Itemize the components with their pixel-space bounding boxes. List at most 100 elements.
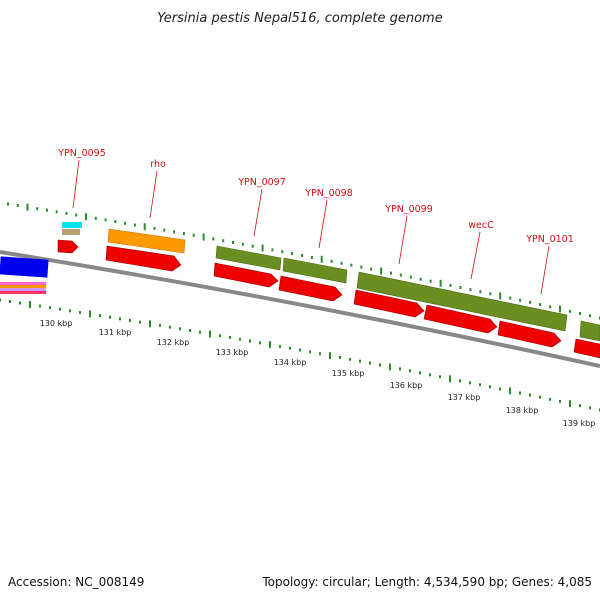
gene-label-wecc-group: wecC [468, 220, 494, 280]
minor-tick [579, 312, 581, 315]
minor-tick [199, 330, 201, 334]
minor-tick [360, 265, 363, 269]
minor-tick [379, 363, 381, 367]
minor-tick [59, 307, 61, 311]
minor-tick [9, 300, 11, 303]
minor-tick [7, 202, 9, 206]
major-tick [269, 341, 271, 349]
minor-tick [299, 348, 301, 352]
cds-ypn0097 [213, 262, 279, 288]
minor-tick [489, 385, 491, 389]
cds-ypn0098 [278, 275, 343, 302]
minor-tick [94, 216, 97, 220]
minor-tick [459, 286, 462, 289]
minor-tick [46, 208, 48, 212]
major-tick [143, 223, 146, 231]
major-tick [29, 301, 31, 308]
gene-label-ypn0098-group: YPN_0098 [304, 188, 353, 249]
minor-tick [310, 255, 313, 259]
minor-tick [589, 314, 591, 318]
major-tick [320, 255, 323, 263]
major-tick [202, 233, 205, 241]
minor-tick [36, 207, 39, 211]
minor-tick [459, 379, 461, 383]
gene-label-ypn0099: YPN_0099 [384, 204, 433, 215]
minor-tick [569, 309, 571, 313]
major-tick [149, 320, 151, 328]
minor-tick [232, 241, 234, 244]
cds-ypn0101 [497, 320, 562, 348]
minor-tick [49, 306, 51, 310]
genome-backbone [0, 250, 600, 368]
minor-tick [479, 383, 481, 387]
cds-right-partial [573, 338, 600, 359]
cds-rho [105, 245, 182, 272]
minor-tick [369, 361, 371, 365]
minor-tick [549, 397, 551, 401]
minor-tick [489, 292, 492, 296]
cds-ypn0099 [353, 289, 425, 318]
gene-label-ypn0097: YPN_0097 [237, 177, 286, 188]
kbp-label: 130 kbp [40, 319, 73, 328]
minor-tick [251, 244, 254, 248]
minor-tick [429, 279, 432, 283]
blue-feature [0, 256, 49, 278]
gene-ypn0098 [282, 257, 348, 284]
minor-tick [65, 211, 68, 215]
minor-tick [239, 337, 241, 341]
major-tick [509, 387, 511, 395]
minor-tick [289, 346, 291, 350]
minor-tick [281, 250, 284, 254]
kbp-label: 133 kbp [216, 348, 249, 357]
minor-tick [69, 309, 71, 313]
outer-tick-row [7, 202, 600, 320]
minor-tick [249, 339, 251, 343]
minor-tick [390, 271, 392, 275]
genome-title: Yersinia pestis Nepal516, complete genom… [157, 11, 442, 26]
cds-wecc [423, 304, 498, 334]
kbp-label: 137 kbp [448, 393, 481, 402]
minor-tick [479, 290, 482, 294]
minor-tick [99, 314, 101, 318]
major-tick [449, 375, 451, 383]
minor-tick [173, 230, 176, 234]
minor-tick [16, 204, 19, 207]
minor-tick [499, 387, 501, 391]
cds-ypn0095 [57, 239, 79, 254]
minor-tick [309, 350, 311, 354]
minor-tick [259, 341, 261, 345]
minor-tick [539, 395, 541, 399]
minor-tick [189, 329, 191, 332]
minor-tick [182, 232, 185, 236]
minor-tick [509, 296, 512, 300]
minor-tick [519, 298, 522, 302]
minor-tick [79, 310, 81, 314]
gene-label-ypn0098: YPN_0098 [304, 188, 353, 199]
minor-tick [419, 371, 421, 375]
gene-label-rho: rho [150, 159, 166, 170]
minor-tick [449, 283, 452, 287]
minor-tick [55, 210, 58, 214]
kbp-label: 132 kbp [157, 338, 190, 347]
minor-tick [19, 301, 21, 305]
minor-tick [399, 367, 401, 371]
gene-rho [107, 228, 186, 254]
major-tick [559, 305, 561, 313]
genome-summary-text: Topology: circular; Length: 4,534,590 bp… [261, 575, 592, 589]
minor-tick [271, 248, 274, 252]
major-tick [499, 292, 502, 300]
major-tick [209, 330, 211, 338]
minor-tick [229, 335, 231, 339]
gene-ypn0099-wecc [356, 271, 568, 332]
minor-tick [559, 399, 561, 403]
minor-tick [114, 220, 117, 224]
minor-tick [279, 344, 281, 348]
minor-tick [330, 259, 333, 263]
minor-tick [469, 288, 472, 292]
minor-tick [219, 334, 221, 338]
gene-label-ypn0101-group: YPN_0101 [525, 234, 574, 295]
minor-tick [399, 273, 402, 277]
minor-tick [529, 300, 532, 304]
